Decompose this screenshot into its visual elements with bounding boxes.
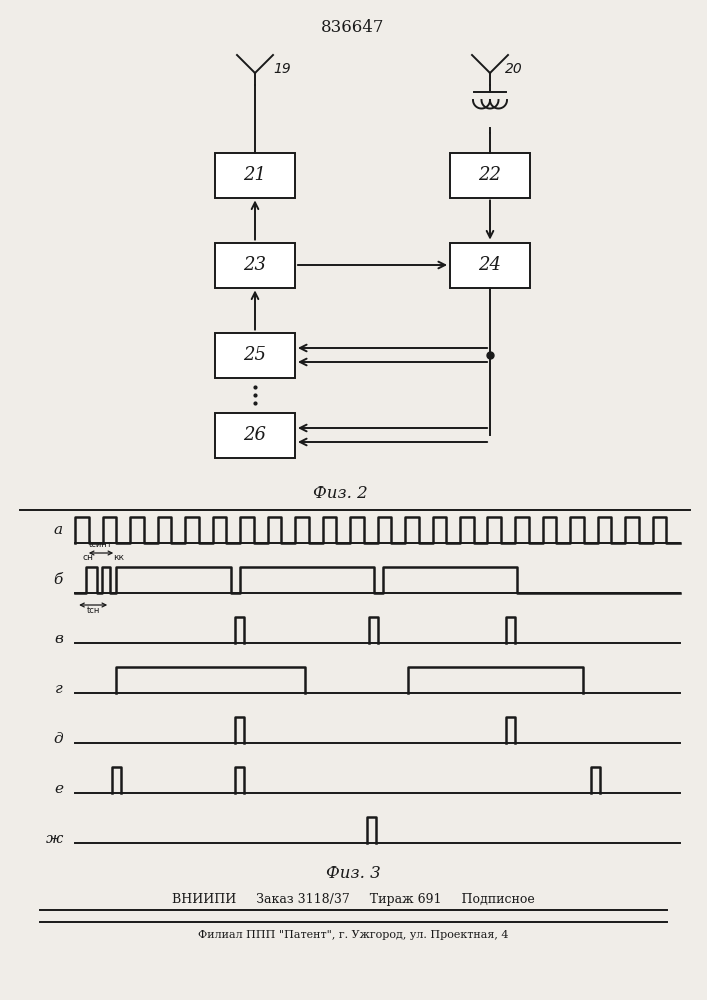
- Text: сн: сн: [83, 553, 94, 562]
- Text: ж: ж: [46, 832, 63, 846]
- Text: 24: 24: [479, 256, 501, 274]
- Bar: [215, 412, 295, 458]
- Text: е: е: [54, 782, 63, 796]
- Text: Физ. 3: Физ. 3: [326, 864, 380, 882]
- Bar: [450, 242, 530, 288]
- Bar: [215, 152, 295, 198]
- Text: а: а: [54, 523, 63, 537]
- Text: кк: кк: [113, 553, 124, 562]
- Text: 26: 26: [243, 426, 267, 444]
- Text: 23: 23: [243, 256, 267, 274]
- Text: Филиал ППП "Патент", г. Ужгород, ул. Проектная, 4: Филиал ППП "Патент", г. Ужгород, ул. Про…: [198, 930, 508, 940]
- Bar: [450, 152, 530, 198]
- Text: 836647: 836647: [321, 19, 385, 36]
- Text: tсн: tсн: [86, 606, 100, 615]
- Text: 25: 25: [243, 346, 267, 364]
- Text: в: в: [54, 632, 63, 646]
- Bar: [215, 332, 295, 377]
- Text: г: г: [55, 682, 63, 696]
- Bar: [215, 242, 295, 288]
- Text: Физ. 2: Физ. 2: [312, 485, 368, 502]
- Text: б: б: [54, 573, 63, 587]
- Text: ВНИИПИ     Заказ 3118/37     Тираж 691     Подписное: ВНИИПИ Заказ 3118/37 Тираж 691 Подписное: [172, 894, 534, 906]
- Text: 22: 22: [479, 166, 501, 184]
- Text: 21: 21: [243, 166, 267, 184]
- Text: tсинт: tсинт: [89, 540, 113, 549]
- Text: 20: 20: [505, 62, 522, 76]
- Text: д: д: [53, 732, 63, 746]
- Text: 19: 19: [273, 62, 291, 76]
